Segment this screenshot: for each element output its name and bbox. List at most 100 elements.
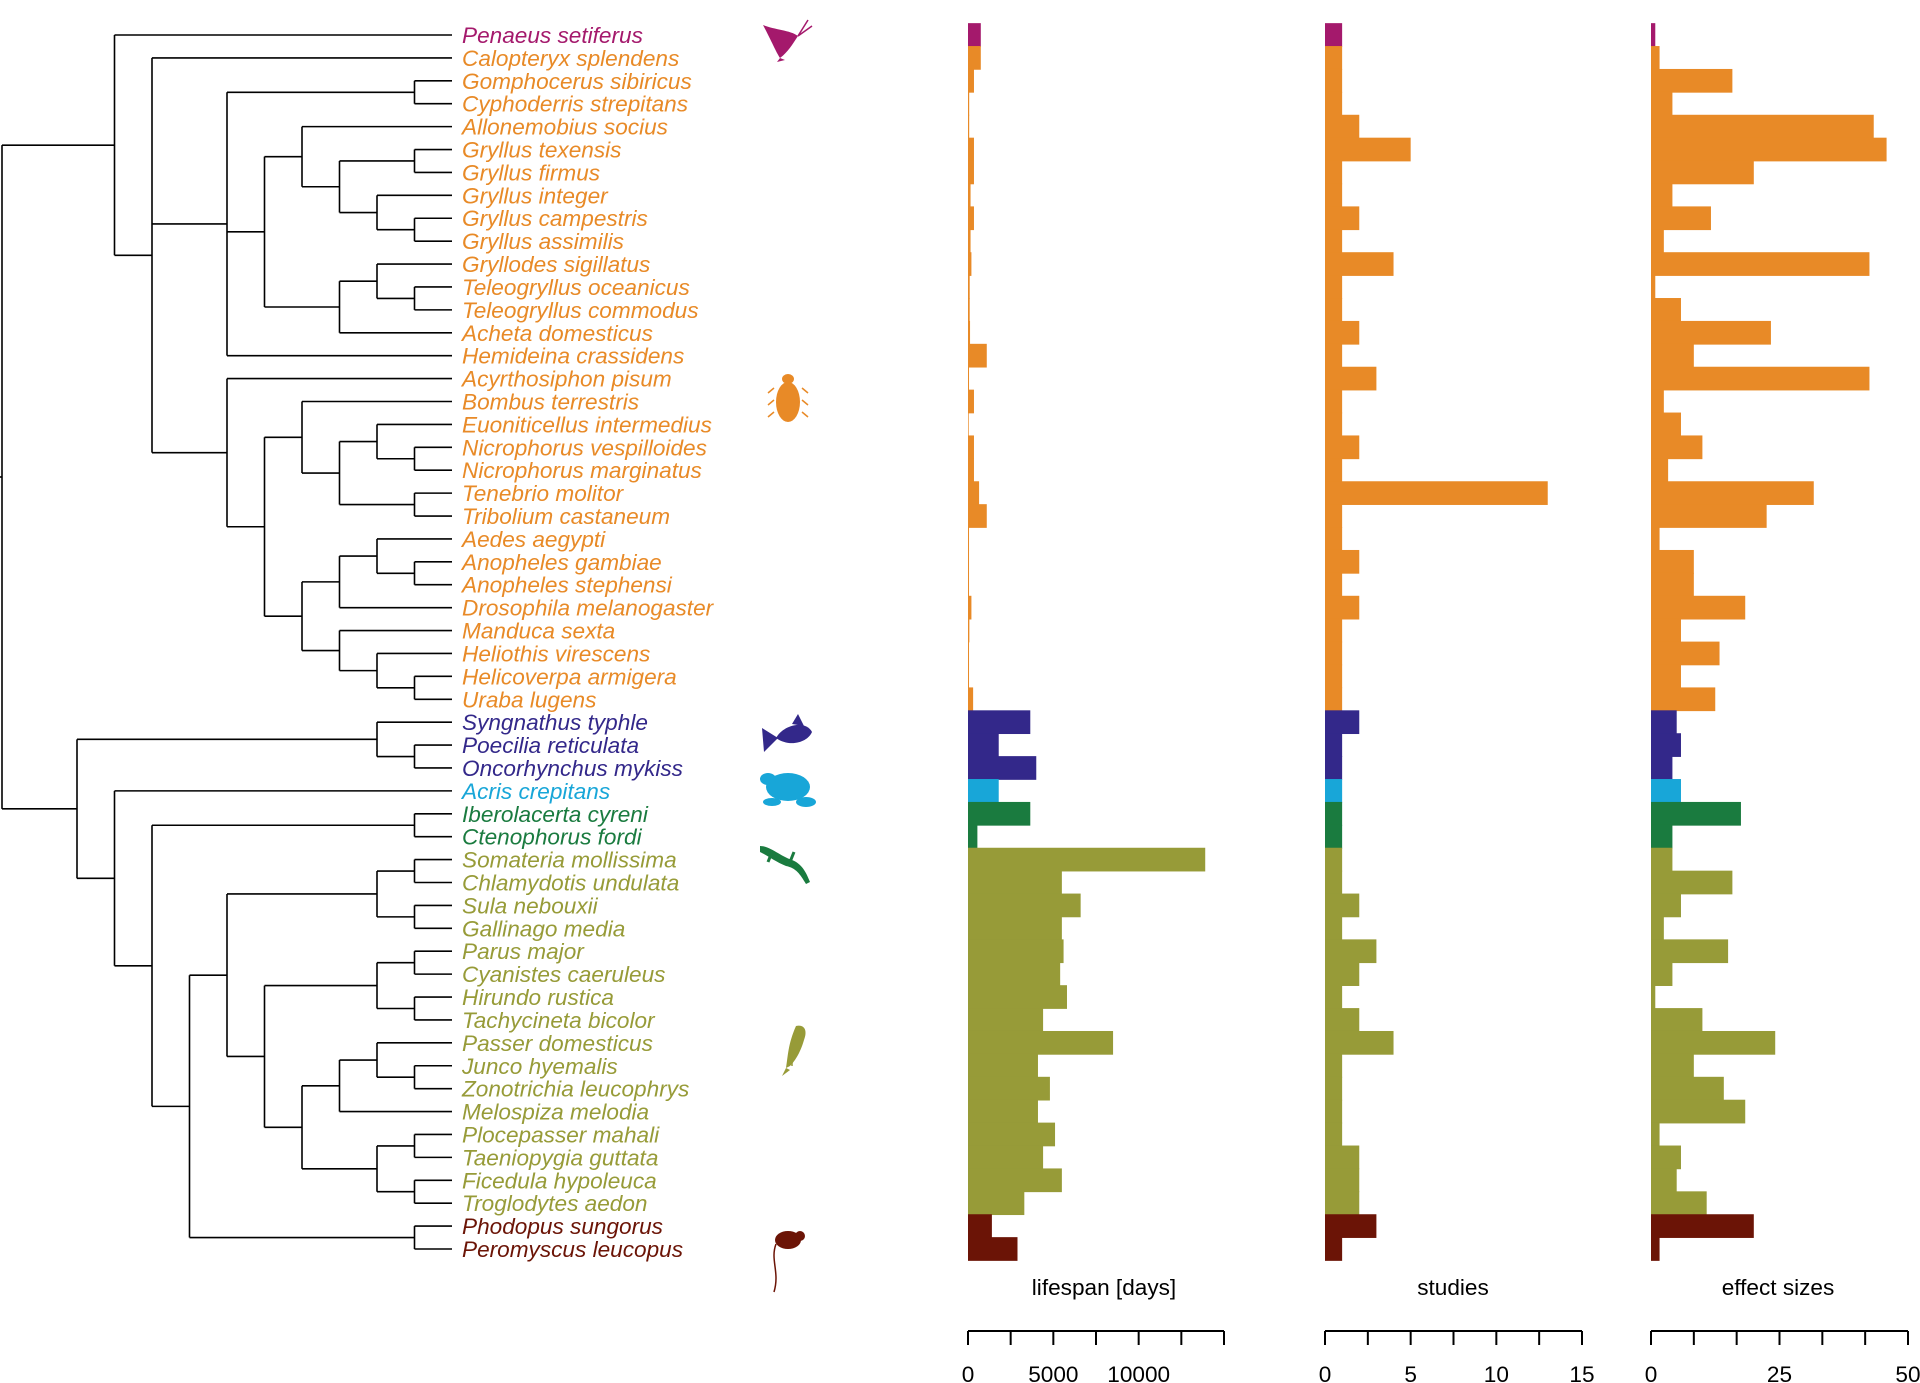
species-label-acheta-domesticus: Acheta domesticus bbox=[460, 321, 653, 346]
bar-lifespan-days-tribolium-castaneum bbox=[968, 504, 987, 528]
bar-effect-sizes-poecilia-reticulata bbox=[1651, 733, 1681, 757]
species-label-tribolium-castaneum: Tribolium castaneum bbox=[462, 504, 670, 529]
bar-studies-oncorhynchus-mykiss bbox=[1325, 756, 1343, 780]
taxon-silhouettes bbox=[760, 19, 816, 1293]
panel-effect-sizes: effect sizes 0 25 50 bbox=[1645, 23, 1920, 1383]
species-label-acris-crepitans: Acris crepitans bbox=[460, 779, 610, 804]
species-label-bombus-terrestris: Bombus terrestris bbox=[462, 389, 639, 414]
bar-effect-sizes-plocepasser-mahali bbox=[1651, 1122, 1660, 1147]
bar-studies-ctenophorus-fordi bbox=[1325, 824, 1343, 849]
bar-studies-iberolacerta-cyreni bbox=[1325, 801, 1343, 826]
species-label-nicrophorus-marginatus: Nicrophorus marginatus bbox=[462, 458, 702, 483]
species-label-poecilia-reticulata: Poecilia reticulata bbox=[462, 733, 639, 758]
x-tick-label-effect-sizes-3: 25 bbox=[1767, 1362, 1792, 1383]
panel-title-effect-sizes: effect sizes bbox=[1722, 1275, 1835, 1300]
species-label-oncorhynchus-mykiss: Oncorhynchus mykiss bbox=[462, 756, 683, 781]
species-label-zonotrichia-leucophrys: Zonotrichia leucophrys bbox=[461, 1077, 689, 1102]
x-tick-label-effect-sizes-6: 50 bbox=[1895, 1362, 1920, 1383]
bar-lifespan-days-syngnathus-typhle bbox=[968, 710, 1031, 735]
bar-lifespan-days-drosophila-melanogaster bbox=[968, 595, 972, 620]
bird-icon bbox=[782, 1025, 806, 1076]
bar-effect-sizes-troglodytes-aedon bbox=[1651, 1191, 1707, 1216]
species-label-acyrthosiphon-pisum: Acyrthosiphon pisum bbox=[460, 367, 672, 392]
bar-studies-gryllodes-sigillatus bbox=[1325, 252, 1394, 276]
bar-lifespan-days-penaeus-setiferus bbox=[968, 23, 981, 47]
x-tick-label-studies-4: 10 bbox=[1484, 1362, 1509, 1383]
species-label-manduca-sexta: Manduca sexta bbox=[462, 619, 615, 644]
beetle-icon bbox=[767, 374, 809, 422]
bar-studies-tenebrio-molitor bbox=[1325, 481, 1548, 505]
bar-lifespan-days-uraba-lugens bbox=[968, 687, 974, 712]
bar-lifespan-days-calopteryx-splendens bbox=[968, 46, 981, 70]
bar-lifespan-days-phodopus-sungorus bbox=[968, 1214, 992, 1238]
species-label-tenebrio-molitor: Tenebrio molitor bbox=[462, 481, 625, 506]
bar-lifespan-days-nicrophorus-vespilloides bbox=[968, 435, 974, 460]
bar-effect-sizes-acheta-domesticus bbox=[1651, 320, 1771, 345]
bar-studies-passer-domesticus bbox=[1325, 1030, 1394, 1055]
bar-effect-sizes-passer-domesticus bbox=[1651, 1030, 1776, 1055]
bar-effect-sizes-oncorhynchus-mykiss bbox=[1651, 756, 1673, 780]
species-label-hirundo-rustica: Hirundo rustica bbox=[462, 985, 614, 1010]
species-label-syngnathus-typhle: Syngnathus typhle bbox=[462, 710, 648, 735]
bar-effect-sizes-melospiza-melodia bbox=[1651, 1099, 1746, 1124]
x-tick-label-lifespan-days-4: 10000 bbox=[1107, 1362, 1170, 1383]
species-label-parus-major: Parus major bbox=[462, 939, 585, 964]
species-label-cyanistes-caeruleus: Cyanistes caeruleus bbox=[462, 962, 665, 987]
species-label-anopheles-gambiae: Anopheles gambiae bbox=[460, 550, 662, 575]
bar-studies-penaeus-setiferus bbox=[1325, 23, 1343, 47]
bar-effect-sizes-zonotrichia-leucophrys bbox=[1651, 1076, 1724, 1101]
bar-effect-sizes-taeniopygia-guttata bbox=[1651, 1145, 1681, 1170]
phylogenetic-tree bbox=[0, 34, 452, 1250]
bar-lifespan-days-acris-crepitans bbox=[968, 779, 999, 803]
bar-effect-sizes-parus-major bbox=[1651, 939, 1729, 964]
bar-studies-syngnathus-typhle bbox=[1325, 710, 1360, 735]
species-label-ctenophorus-fordi: Ctenophorus fordi bbox=[462, 825, 643, 850]
bar-lifespan-days-heliothis-virescens bbox=[968, 641, 970, 666]
bar-effect-sizes-hirundo-rustica bbox=[1651, 985, 1656, 1009]
bar-lifespan-days-chlamydotis-undulata bbox=[968, 870, 1062, 895]
species-label-heliothis-virescens: Heliothis virescens bbox=[462, 641, 650, 666]
bar-effect-sizes-somateria-mollissima bbox=[1651, 847, 1673, 872]
bar-effect-sizes-gallinago-media bbox=[1651, 916, 1664, 941]
species-label-taeniopygia-guttata: Taeniopygia guttata bbox=[462, 1145, 658, 1170]
bar-lifespan-days-gomphocerus-sibiricus bbox=[968, 68, 974, 93]
species-label-gryllus-integer: Gryllus integer bbox=[462, 183, 609, 208]
bar-effect-sizes-ficedula-hypoleuca bbox=[1651, 1168, 1677, 1193]
bar-effect-sizes-gomphocerus-sibiricus bbox=[1651, 68, 1733, 93]
species-label-gryllus-texensis: Gryllus texensis bbox=[462, 138, 621, 163]
bar-effect-sizes-cyanistes-caeruleus bbox=[1651, 962, 1673, 986]
species-label-melospiza-melodia: Melospiza melodia bbox=[462, 1100, 649, 1125]
species-label-penaeus-setiferus: Penaeus setiferus bbox=[462, 23, 643, 48]
bar-lifespan-days-plocepasser-mahali bbox=[968, 1122, 1056, 1147]
panel-title-lifespan-days: lifespan [days] bbox=[1032, 1275, 1176, 1300]
bar-effect-sizes-teleogryllus-oceanicus bbox=[1651, 275, 1656, 299]
bar-lifespan-days-gryllus-assimilis bbox=[968, 229, 971, 254]
species-label-helicoverpa-armigera: Helicoverpa armigera bbox=[462, 664, 677, 689]
bar-studies-taeniopygia-guttata bbox=[1325, 1145, 1360, 1170]
bar-studies-teleogryllus-oceanicus bbox=[1325, 275, 1343, 299]
bar-lifespan-days-gryllus-integer bbox=[968, 183, 971, 208]
bar-effect-sizes-gryllus-campestris bbox=[1651, 206, 1711, 231]
bar-effect-sizes-teleogryllus-commodus bbox=[1651, 298, 1681, 322]
bar-lifespan-days-helicoverpa-armigera bbox=[968, 664, 970, 689]
bar-studies-tachycineta-bicolor bbox=[1325, 1008, 1360, 1032]
species-label-uraba-lugens: Uraba lugens bbox=[462, 687, 596, 712]
bar-effect-sizes-tenebrio-molitor bbox=[1651, 481, 1814, 505]
x-tick-label-effect-sizes-0: 0 bbox=[1645, 1362, 1658, 1383]
bar-studies-ficedula-hypoleuca bbox=[1325, 1168, 1360, 1193]
bar-lifespan-days-gryllus-campestris bbox=[968, 206, 974, 231]
bar-effect-sizes-hemideina-crassidens bbox=[1651, 343, 1694, 368]
species-label-drosophila-melanogaster: Drosophila melanogaster bbox=[462, 596, 715, 621]
species-label-troglodytes-aedon: Troglodytes aedon bbox=[462, 1191, 647, 1216]
bar-studies-anopheles-gambiae bbox=[1325, 549, 1360, 574]
bar-studies-gryllus-assimilis bbox=[1325, 229, 1343, 254]
species-label-junco-hyemalis: Junco hyemalis bbox=[461, 1054, 618, 1079]
bar-effect-sizes-anopheles-gambiae bbox=[1651, 549, 1694, 574]
species-label-teleogryllus-oceanicus: Teleogryllus oceanicus bbox=[462, 275, 690, 300]
bar-effect-sizes-aedes-aegypti bbox=[1651, 527, 1660, 551]
species-label-chlamydotis-undulata: Chlamydotis undulata bbox=[462, 871, 679, 896]
shrimp-icon bbox=[763, 19, 813, 62]
bar-effect-sizes-sula-nebouxii bbox=[1651, 893, 1681, 918]
species-label-anopheles-stephensi: Anopheles stephensi bbox=[460, 573, 673, 598]
species-label-allonemobius-socius: Allonemobius socius bbox=[460, 115, 668, 140]
